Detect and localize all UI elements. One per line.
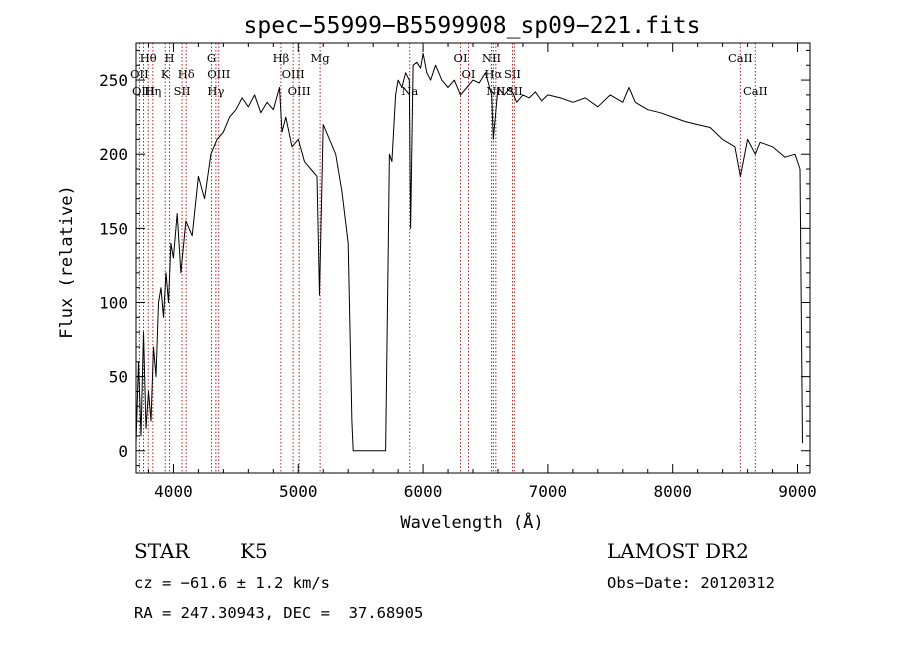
observation-date: Obs−Date: 20120312 <box>607 574 775 592</box>
marker-label: SII <box>504 67 521 81</box>
marker-label: Hη <box>144 84 161 98</box>
marker-label: Hδ <box>178 67 195 81</box>
marker-label: Mg <box>311 51 331 65</box>
marker-label: OI <box>462 67 476 81</box>
y-tick-label: 50 <box>109 368 128 387</box>
x-tick-label: 5000 <box>279 482 318 501</box>
marker-label: Hγ <box>207 84 224 98</box>
object-class: STAR <box>134 539 190 563</box>
marker-label: NII <box>482 51 501 65</box>
x-tick-label: 8000 <box>653 482 692 501</box>
y-tick-label: 200 <box>99 145 128 164</box>
marker-label: Hβ <box>273 51 290 65</box>
chart-title: spec−55999−B5599908_sp09−221.fits <box>244 13 701 39</box>
marker-label: OIII <box>282 67 305 81</box>
x-tick-label: 7000 <box>529 482 568 501</box>
y-tick-label: 100 <box>99 293 128 312</box>
y-tick-label: 150 <box>99 219 128 238</box>
y-axis-label: Flux (relative) <box>57 185 77 339</box>
x-tick-label: 9000 <box>778 482 817 501</box>
marker-label: Hθ <box>140 51 157 65</box>
spectrum-line <box>135 52 803 452</box>
marker-label: G <box>207 51 216 65</box>
axis-ticks: 4000 5000 6000 7000 8000 9000 0 50 100 150 200 250 <box>99 43 817 501</box>
y-tick-label: 0 <box>118 442 128 461</box>
marker-label: OIII <box>207 67 230 81</box>
marker-label: NII <box>486 84 505 98</box>
survey-name: LAMOST DR2 <box>607 539 749 563</box>
marker-label: CaII <box>743 84 768 98</box>
redshift-velocity: cz = −61.6 ± 1.2 km/s <box>134 574 330 592</box>
x-tick-label: 4000 <box>154 482 193 501</box>
y-tick-label: 250 <box>99 71 128 90</box>
marker-label: OIII <box>288 84 311 98</box>
x-axis-label: Wavelength (Å) <box>400 511 543 533</box>
marker-label: OII <box>130 67 149 81</box>
marker-label: SII <box>174 84 191 98</box>
object-subclass: K5 <box>240 539 268 563</box>
x-tick-label: 6000 <box>404 482 443 501</box>
marker-label: H <box>165 51 175 65</box>
marker-label: K <box>161 67 170 81</box>
marker-label: CaII <box>728 51 753 65</box>
sky-coordinates: RA = 247.30943, DEC = 37.68905 <box>134 604 424 622</box>
marker-label: OI <box>454 51 468 65</box>
marker-label: Hα <box>484 67 502 81</box>
